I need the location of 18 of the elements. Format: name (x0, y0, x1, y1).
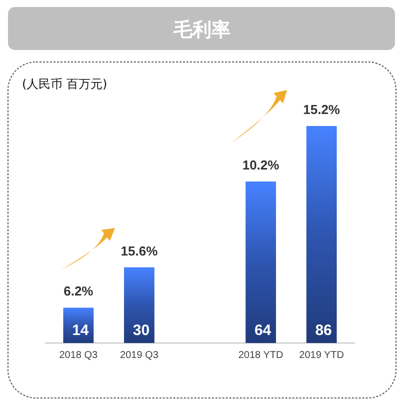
bar (63, 308, 94, 343)
bar (246, 182, 276, 343)
annotation: 6.2% (64, 284, 94, 299)
annotation: 15.6% (120, 243, 158, 258)
annotation: 10.2% (242, 158, 280, 173)
bar (306, 126, 337, 343)
x-tick-label: 2019 YTD (299, 350, 344, 361)
chart-title: 毛利率 (172, 19, 230, 41)
data-label: 30 (132, 322, 150, 339)
annotation: 15.2% (303, 102, 340, 117)
bar (124, 267, 154, 343)
data-label: 14 (72, 322, 90, 339)
data-label: 86 (315, 322, 332, 339)
x-tick-label: 2018 YTD (238, 350, 284, 361)
x-tick-label: 2018 Q3 (59, 350, 98, 361)
data-label: 64 (254, 322, 272, 339)
chart-subtitle: (人民币 百万元) (22, 77, 108, 91)
x-tick-label: 2019 Q3 (120, 350, 159, 361)
